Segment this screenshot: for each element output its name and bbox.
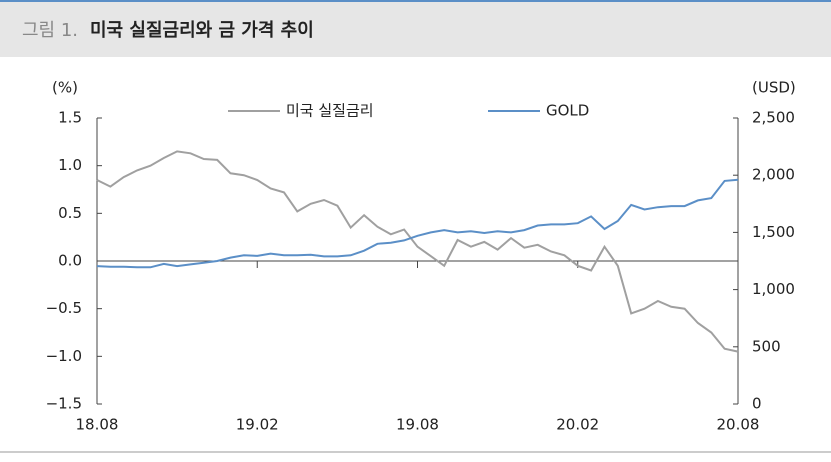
header-band	[0, 0, 831, 57]
y2-tick-label: 1,000	[752, 280, 795, 298]
y-unit: (%)	[52, 79, 78, 97]
y-tick-label: −1.0	[46, 347, 82, 365]
x-tick-label: 20.08	[717, 416, 760, 434]
legend-label: GOLD	[546, 102, 589, 120]
x-tick-label: 20.02	[556, 416, 599, 434]
y-tick-label: 1.5	[58, 109, 82, 127]
legend-label: 미국 실질금리	[286, 102, 374, 120]
x-tick-label: 18.08	[76, 416, 119, 434]
series-line	[96, 178, 739, 269]
y-tick-label: 0.0	[58, 252, 82, 270]
chart-title: 미국 실질금리와 금 가격 추이	[90, 20, 314, 41]
y2-tick-label: 0	[752, 395, 762, 413]
y2-tick-label: 2,500	[752, 109, 795, 127]
y2-unit: (USD)	[752, 79, 796, 97]
y-tick-label: 1.0	[58, 156, 82, 174]
x-tick-label: 19.08	[396, 416, 439, 434]
y2-tick-label: 500	[752, 337, 781, 355]
y-tick-label: −0.5	[46, 299, 82, 317]
x-tick-label: 19.02	[236, 416, 279, 434]
figure-label: 그림 1.	[22, 20, 78, 41]
y2-tick-label: 2,000	[752, 166, 795, 184]
y-tick-label: −1.5	[46, 395, 82, 413]
series-line	[96, 150, 739, 353]
y-tick-label: 0.5	[58, 204, 82, 222]
y2-tick-label: 1,500	[752, 223, 795, 241]
